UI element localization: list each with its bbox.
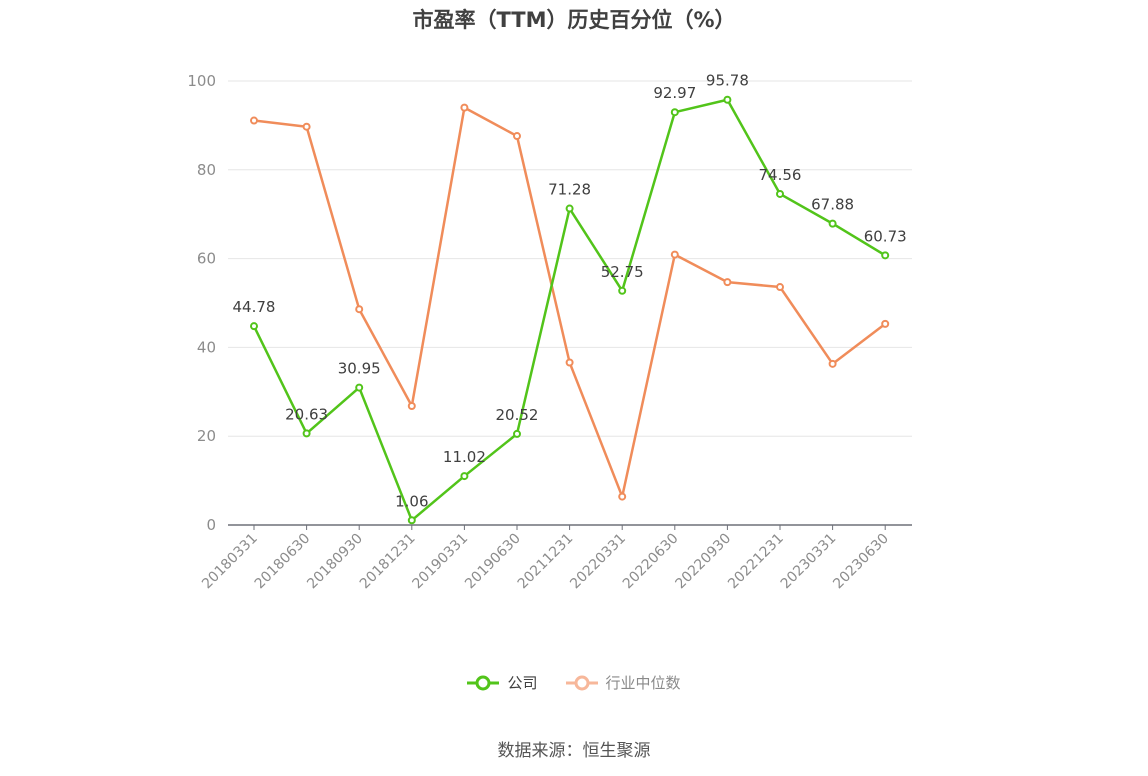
legend-label-industry-median: 行业中位数 [605,674,681,692]
data-point-industry-median[interactable] [565,358,574,367]
data-label-company: 20.52 [496,406,539,424]
data-point-company[interactable] [355,383,364,392]
x-tick-label: 20220331 [567,531,629,593]
x-tick-label: 20230630 [830,531,892,593]
data-label-company: 1.06 [395,492,428,510]
legend-label-company: 公司 [507,674,538,692]
data-label-company: 52.75 [601,263,644,281]
data-label-company: 11.02 [443,448,486,466]
data-point-company[interactable] [828,219,837,228]
y-tick-label: 100 [187,72,216,90]
data-label-company: 67.88 [811,196,854,214]
data-point-company[interactable] [881,251,890,260]
legend: 公司 行业中位数 [0,672,1148,693]
data-label-company: 74.56 [759,166,802,184]
data-point-industry-median[interactable] [723,278,732,287]
data-point-company[interactable] [513,429,521,438]
data-point-company[interactable] [565,204,574,213]
y-tick-label: 20 [197,427,216,445]
data-labels: 44.78 20.63 30.95 1.06 11.02 20.52 71.28 52.75 9… [233,72,907,511]
data-label-company: 44.78 [233,298,276,316]
data-point-industry-median[interactable] [881,319,890,328]
y-tick-label: 60 [197,250,216,268]
data-point-industry-median[interactable] [513,132,521,141]
data-point-industry-median[interactable] [302,122,311,131]
y-tick-label: 0 [206,516,216,534]
data-point-industry-median[interactable] [460,103,469,112]
data-point-company[interactable] [670,108,679,117]
data-point-company[interactable] [618,286,627,295]
data-label-company: 30.95 [338,360,381,378]
x-tick-label: 20181231 [357,531,419,593]
y-tick-label: 40 [197,338,216,356]
data-point-industry-median[interactable] [250,116,258,125]
x-tick-label: 20220630 [620,531,682,593]
grid-lines [228,80,912,437]
data-label-company: 71.28 [548,181,591,199]
x-tick-label: 20180331 [199,531,261,593]
x-tick-label: 20230331 [778,531,840,593]
x-tick-label: 20211231 [515,531,577,593]
data-point-company[interactable] [776,189,784,198]
legend-item-industry-median[interactable]: 行业中位数 [565,672,681,693]
data-point-company[interactable] [723,95,732,104]
axes: 0 20 40 60 80 100 2018033120180630201809302018… [187,72,912,592]
data-source-note: 数据来源：恒生聚源 [497,741,651,761]
legend-item-company[interactable]: 公司 [467,672,538,693]
legend-industry-marker-icon [565,675,598,690]
x-tick-label: 20180630 [252,531,314,593]
x-tick-label: 20190331 [410,531,472,593]
data-point-industry-median[interactable] [828,359,837,368]
data-point-industry-median[interactable] [407,402,416,411]
series-line-company [252,98,886,522]
data-point-company[interactable] [302,429,311,438]
data-point-industry-median[interactable] [618,492,627,501]
x-tick-label: 20190630 [462,531,524,593]
legend-company-marker-icon [467,675,500,690]
data-label-company: 92.97 [653,84,696,102]
data-point-company[interactable] [250,322,258,331]
x-tick-label: 20221231 [725,531,787,593]
data-point-company[interactable] [460,472,469,481]
data-point-industry-median[interactable] [670,250,679,259]
data-label-company: 95.78 [706,72,749,90]
y-tick-label: 80 [197,161,216,179]
data-point-industry-median[interactable] [776,283,784,292]
series-layer [250,95,890,525]
data-point-industry-median[interactable] [355,305,364,314]
data-label-company: 20.63 [285,405,328,423]
data-label-company: 60.73 [864,227,907,245]
chart-title: 市盈率（TTM）历史百分位（%） [412,8,736,32]
x-tick-label: 20180930 [304,531,366,593]
x-tick-label: 20220930 [673,531,735,593]
data-point-company[interactable] [407,516,416,525]
